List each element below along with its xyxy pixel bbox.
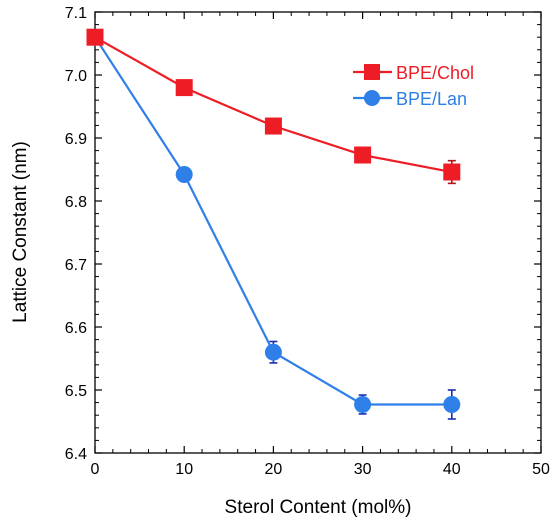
data-point [175,166,193,184]
x-tick-label: 40 [443,461,461,478]
x-axis-title: Sterol Content (mol%) [225,497,412,518]
series-bpe-chol [86,28,461,185]
y-tick-label: 6.4 [65,446,87,463]
series-bpe-lan [86,28,461,420]
x-tick-label: 20 [265,461,283,478]
y-tick-label: 7.0 [65,68,87,85]
y-tick-label: 6.5 [65,383,87,400]
x-tick-label: 0 [91,461,100,478]
data-point [264,343,282,361]
x-tick-label: 50 [532,461,550,478]
y-tick-label: 6.9 [65,131,87,148]
axis-ticks: 0 10 20 30 40 50 6.4 6.5 6.6 6.7 6.8 6.9 7.0 7.1 [65,5,550,478]
data-point [175,79,193,97]
data-point [264,117,282,135]
y-tick-label: 7.1 [65,5,87,22]
data-point [86,28,104,46]
x-tick-label: 30 [354,461,372,478]
legend: BPE/Chol BPE/Lan [353,63,474,109]
data-point [354,146,372,164]
legend-label: BPE/Lan [396,89,467,109]
data-point [443,163,461,181]
x-tick-label: 10 [175,461,193,478]
legend-item: BPE/Lan [353,89,467,109]
legend-label: BPE/Chol [396,63,474,83]
y-tick-label: 6.6 [65,320,87,337]
y-tick-label: 6.7 [65,257,87,274]
data-point [354,395,372,413]
data-point [443,395,461,413]
series-layer [86,28,461,420]
y-tick-label: 6.8 [65,194,87,211]
legend-item: BPE/Chol [353,63,474,83]
legend-marker [364,64,380,80]
y-axis-title: Lattice Constant (nm) [10,141,31,323]
legend-marker [364,90,380,106]
plot-frame [94,11,542,454]
